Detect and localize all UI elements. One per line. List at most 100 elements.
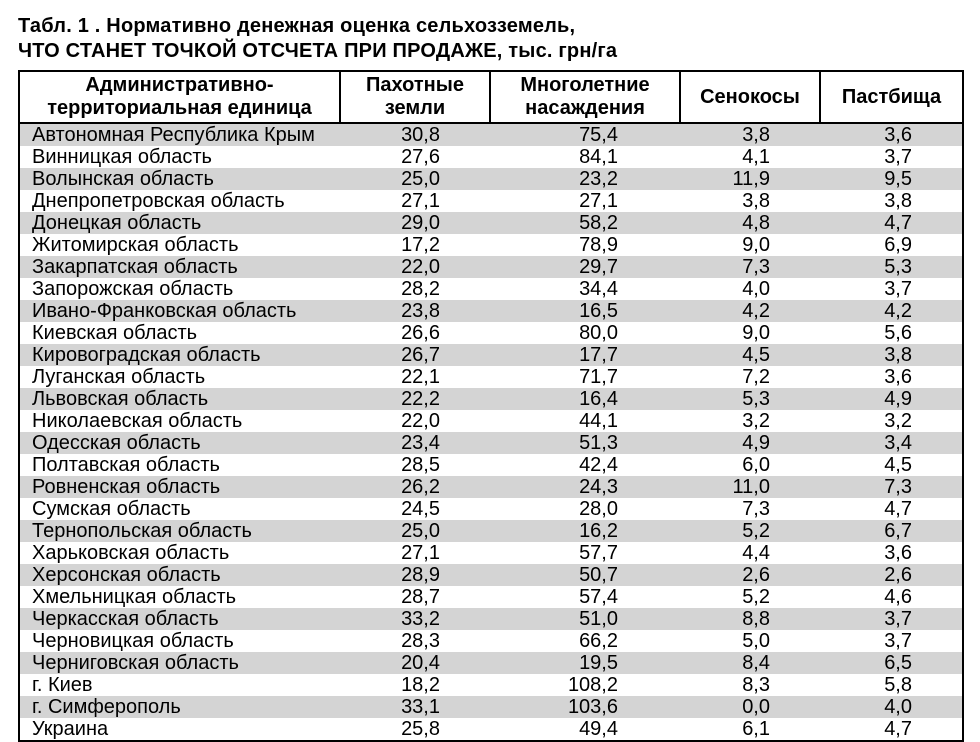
cell-hayfields: 4,5 — [680, 344, 820, 366]
cell-pastures: 4,9 — [820, 388, 962, 410]
cell-perennial: 71,7 — [490, 366, 680, 388]
cell-perennial: 23,2 — [490, 168, 680, 190]
cell-arable: 27,1 — [340, 190, 490, 212]
cell-pastures: 6,9 — [820, 234, 962, 256]
cell-pastures: 6,7 — [820, 520, 962, 542]
cell-perennial: 16,4 — [490, 388, 680, 410]
cell-pastures: 9,5 — [820, 168, 962, 190]
cell-hayfields: 0,0 — [680, 696, 820, 718]
cell-perennial: 57,7 — [490, 542, 680, 564]
table-row: Черкасская область33,251,08,83,7 — [20, 608, 962, 630]
cell-region: Сумская область — [20, 498, 340, 520]
cell-perennial: 49,4 — [490, 718, 680, 741]
cell-hayfields: 2,6 — [680, 564, 820, 586]
cell-region: Черновицкая область — [20, 630, 340, 652]
cell-hayfields: 7,3 — [680, 498, 820, 520]
cell-perennial: 27,1 — [490, 190, 680, 212]
cell-pastures: 3,7 — [820, 278, 962, 300]
caption-line-1: Табл. 1 . Нормативно денежная оценка сел… — [18, 15, 575, 37]
cell-region: Закарпатская область — [20, 256, 340, 278]
cell-perennial: 51,0 — [490, 608, 680, 630]
cell-hayfields: 4,9 — [680, 432, 820, 454]
cell-region: Ивано-Франковская область — [20, 300, 340, 322]
cell-arable: 25,0 — [340, 168, 490, 190]
cell-arable: 29,0 — [340, 212, 490, 234]
cell-arable: 26,7 — [340, 344, 490, 366]
cell-perennial: 28,0 — [490, 498, 680, 520]
cell-arable: 28,2 — [340, 278, 490, 300]
cell-arable: 26,2 — [340, 476, 490, 498]
cell-pastures: 4,6 — [820, 586, 962, 608]
col-header-pastures: Пастбища — [820, 71, 962, 123]
cell-arable: 30,8 — [340, 123, 490, 146]
cell-arable: 22,0 — [340, 256, 490, 278]
cell-hayfields: 4,8 — [680, 212, 820, 234]
cell-pastures: 3,4 — [820, 432, 962, 454]
table-row: Хмельницкая область28,757,45,24,6 — [20, 586, 962, 608]
table-wrapper: Административно- территориальная единица… — [18, 70, 964, 742]
land-valuation-table: Административно- территориальная единица… — [20, 70, 962, 742]
cell-hayfields: 9,0 — [680, 234, 820, 256]
table-row: Одесская область23,451,34,93,4 — [20, 432, 962, 454]
cell-hayfields: 5,3 — [680, 388, 820, 410]
table-row: Полтавская область28,542,46,04,5 — [20, 454, 962, 476]
cell-perennial: 34,4 — [490, 278, 680, 300]
cell-hayfields: 4,4 — [680, 542, 820, 564]
col-header-arable: Пахотные земли — [340, 71, 490, 123]
cell-arable: 26,6 — [340, 322, 490, 344]
table-row: Харьковская область27,157,74,43,6 — [20, 542, 962, 564]
cell-region: Житомирская область — [20, 234, 340, 256]
cell-region: Днепропетровская область — [20, 190, 340, 212]
cell-arable: 22,2 — [340, 388, 490, 410]
cell-arable: 28,3 — [340, 630, 490, 652]
table-row: Тернопольская область25,016,25,26,7 — [20, 520, 962, 542]
cell-region: Киевская область — [20, 322, 340, 344]
cell-pastures: 6,5 — [820, 652, 962, 674]
cell-arable: 33,1 — [340, 696, 490, 718]
cell-pastures: 3,6 — [820, 366, 962, 388]
cell-pastures: 4,2 — [820, 300, 962, 322]
cell-hayfields: 3,2 — [680, 410, 820, 432]
cell-region: Волынская область — [20, 168, 340, 190]
cell-hayfields: 5,2 — [680, 520, 820, 542]
cell-region: Винницкая область — [20, 146, 340, 168]
cell-arable: 28,7 — [340, 586, 490, 608]
cell-pastures: 4,5 — [820, 454, 962, 476]
page: Табл. 1 . Нормативно денежная оценка сел… — [0, 0, 980, 742]
cell-pastures: 3,6 — [820, 542, 962, 564]
cell-hayfields: 4,0 — [680, 278, 820, 300]
cell-region: Харьковская область — [20, 542, 340, 564]
table-row: г. Симферополь33,1103,60,04,0 — [20, 696, 962, 718]
cell-arable: 25,0 — [340, 520, 490, 542]
cell-hayfields: 6,0 — [680, 454, 820, 476]
table-row: Луганская область22,171,77,23,6 — [20, 366, 962, 388]
cell-region: г. Симферополь — [20, 696, 340, 718]
cell-hayfields: 5,0 — [680, 630, 820, 652]
cell-hayfields: 8,3 — [680, 674, 820, 696]
cell-pastures: 7,3 — [820, 476, 962, 498]
cell-perennial: 75,4 — [490, 123, 680, 146]
cell-perennial: 57,4 — [490, 586, 680, 608]
cell-arable: 25,8 — [340, 718, 490, 741]
cell-hayfields: 3,8 — [680, 123, 820, 146]
cell-region: Донецкая область — [20, 212, 340, 234]
cell-pastures: 2,6 — [820, 564, 962, 586]
table-row: Черниговская область20,419,58,46,5 — [20, 652, 962, 674]
table-row: Херсонская область28,950,72,62,6 — [20, 564, 962, 586]
cell-arable: 27,1 — [340, 542, 490, 564]
cell-arable: 23,8 — [340, 300, 490, 322]
cell-perennial: 58,2 — [490, 212, 680, 234]
cell-perennial: 17,7 — [490, 344, 680, 366]
cell-region: Черкасская область — [20, 608, 340, 630]
cell-arable: 20,4 — [340, 652, 490, 674]
cell-perennial: 42,4 — [490, 454, 680, 476]
cell-pastures: 3,8 — [820, 190, 962, 212]
table-row: Винницкая область27,684,14,13,7 — [20, 146, 962, 168]
table-row: Украина25,849,46,14,7 — [20, 718, 962, 741]
cell-hayfields: 7,3 — [680, 256, 820, 278]
cell-hayfields: 4,1 — [680, 146, 820, 168]
cell-perennial: 24,3 — [490, 476, 680, 498]
cell-pastures: 3,7 — [820, 608, 962, 630]
cell-pastures: 3,7 — [820, 630, 962, 652]
cell-hayfields: 8,8 — [680, 608, 820, 630]
